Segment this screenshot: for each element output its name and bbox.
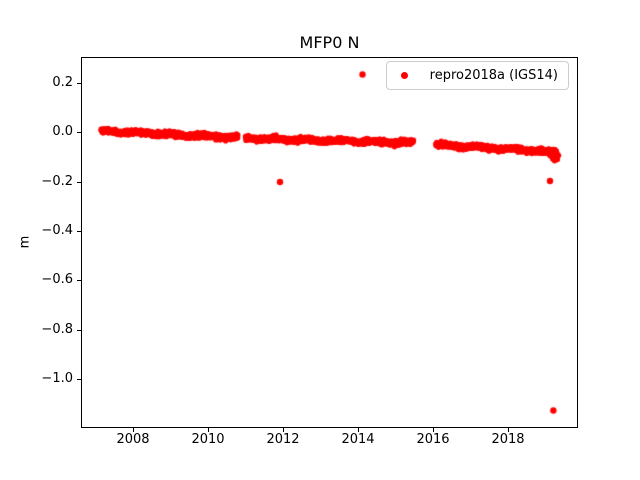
y-tick-label: −0.2: [41, 173, 73, 189]
x-tick-mark: [133, 428, 134, 432]
y-tick-label: −1.0: [41, 370, 73, 386]
chart-title: MFP0 N: [299, 33, 360, 52]
x-tick-label: 2008: [116, 432, 150, 447]
legend-label: repro2018a (IGS14): [429, 68, 558, 83]
scatter-points-canvas: [82, 58, 577, 427]
x-tick-mark: [208, 428, 209, 432]
y-tick-label: −0.4: [41, 223, 73, 239]
plot-area: repro2018a (IGS14): [81, 57, 578, 428]
x-tick-label: 2010: [191, 432, 225, 447]
y-tick-mark: [77, 378, 81, 380]
x-tick-mark: [358, 428, 359, 432]
x-tick-mark: [433, 428, 434, 432]
y-tick-mark: [77, 181, 81, 183]
y-tick-mark: [77, 83, 81, 85]
y-tick-mark: [77, 329, 81, 331]
x-tick-label: 2012: [266, 432, 300, 447]
y-tick-label: −0.6: [41, 272, 73, 288]
y-tick-mark: [77, 280, 81, 282]
y-tick-mark: [77, 132, 81, 134]
legend: repro2018a (IGS14): [385, 61, 569, 90]
y-tick-label: −0.8: [41, 321, 73, 337]
legend-marker-dot: [400, 72, 408, 79]
y-tick-label: 0.2: [52, 75, 73, 91]
x-tick-label: 2014: [341, 432, 375, 447]
x-tick-mark: [508, 428, 509, 432]
y-tick-mark: [77, 231, 81, 233]
y-tick-label: 0.0: [52, 124, 73, 140]
x-tick-label: 2016: [416, 432, 450, 447]
x-tick-label: 2018: [491, 432, 525, 447]
x-tick-mark: [283, 428, 284, 432]
